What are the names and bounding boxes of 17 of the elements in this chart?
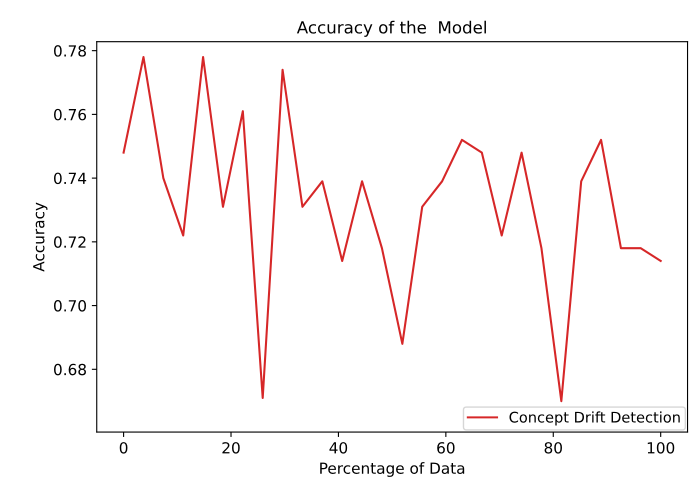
y-axis-title: Accuracy [33,202,48,272]
x-tick-label: 100 [648,442,674,454]
x-tick-label: 20 [222,442,240,454]
x-axis-title: Percentage of Data [320,462,464,477]
y-tick-label: 0.68 [54,364,86,376]
y-tick-label: 0.74 [54,172,86,184]
x-tick-label: 40 [329,442,348,454]
x-tick-label: 60 [437,442,455,454]
x-tick-label: 80 [544,442,562,454]
chart-title: Accuracy of the Model [296,20,486,37]
y-tick-label: 0.78 [54,45,86,57]
legend-label: Concept Drift Detection [510,411,680,426]
x-tick-label: 0 [120,442,128,454]
y-tick-label: 0.70 [54,300,86,312]
line-series [122,56,662,402]
y-tick-label: 0.72 [54,236,86,248]
y-tick-label: 0.76 [54,108,86,120]
